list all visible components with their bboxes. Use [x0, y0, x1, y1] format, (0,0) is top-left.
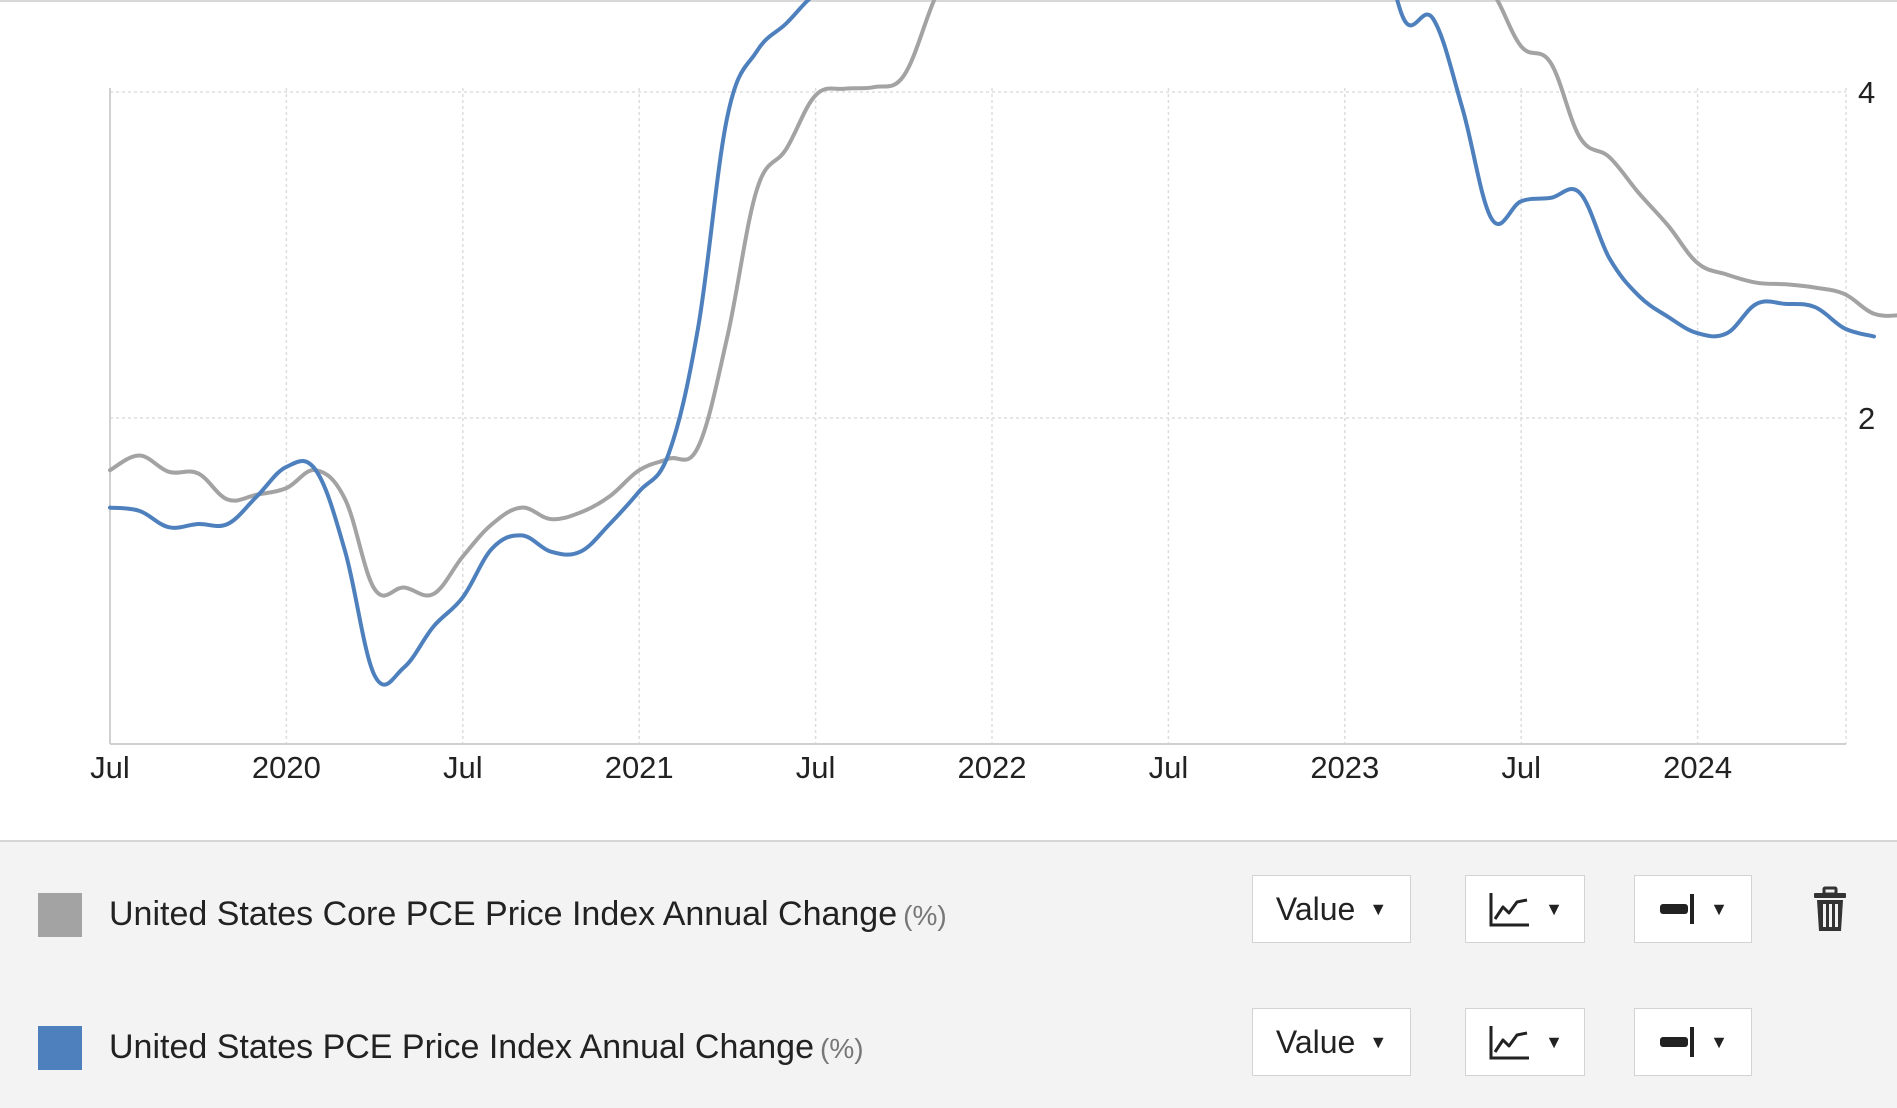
- series-unit: (%): [903, 900, 947, 931]
- series-name-text: United States PCE Price Index Annual Cha…: [109, 1028, 814, 1066]
- series-name: United States PCE Price Index Annual Cha…: [109, 1027, 864, 1069]
- legend-panel: United States Core PCE Price Index Annua…: [0, 840, 1897, 1108]
- x-tick-label: 2020: [252, 750, 321, 785]
- caret-down-icon: ▼: [1710, 1032, 1728, 1052]
- series-line-pce[interactable]: [108, 0, 1876, 687]
- value-select[interactable]: Value ▼: [1252, 875, 1411, 943]
- series-unit: (%): [820, 1033, 864, 1064]
- axis-select[interactable]: ▼: [1634, 1008, 1752, 1076]
- caret-down-icon: ▼: [1545, 1032, 1563, 1052]
- line-chart-icon: [1489, 1026, 1530, 1060]
- y-tick-label: 4: [1858, 75, 1875, 110]
- trash-icon[interactable]: [1812, 885, 1848, 933]
- chart-type-select[interactable]: ▼: [1465, 875, 1585, 943]
- legend-row-pce: United States PCE Price Index Annual Cha…: [0, 975, 1897, 1108]
- x-tick-label: 2023: [1310, 750, 1379, 785]
- x-tick-label: Jul: [1501, 750, 1541, 785]
- value-select-label: Value: [1275, 1024, 1356, 1060]
- legend-row-core-pce: United States Core PCE Price Index Annua…: [0, 842, 1897, 975]
- x-tick-label: Jul: [90, 750, 130, 785]
- x-tick-label: 2021: [605, 750, 674, 785]
- series-color-swatch[interactable]: [38, 893, 82, 937]
- value-select[interactable]: Value ▼: [1252, 1008, 1411, 1076]
- axis-select[interactable]: ▼: [1634, 875, 1752, 943]
- series-name: United States Core PCE Price Index Annua…: [109, 894, 947, 936]
- y-axis-tick-labels: 246: [1858, 75, 1875, 436]
- series-name-text: United States Core PCE Price Index Annua…: [109, 895, 898, 933]
- line-chart-icon: [1489, 893, 1530, 927]
- plot-area-border: [109, 88, 1846, 745]
- series-color-swatch[interactable]: [38, 1026, 82, 1070]
- caret-down-icon: ▼: [1369, 1032, 1388, 1052]
- x-tick-label: Jul: [443, 750, 483, 785]
- x-tick-label: 2022: [958, 750, 1027, 785]
- caret-down-icon: ▼: [1710, 899, 1728, 919]
- grid-lines: [109, 88, 1847, 744]
- right-axis-icon: [1660, 1027, 1695, 1057]
- x-tick-label: Jul: [796, 750, 836, 785]
- x-tick-label: Jul: [1149, 750, 1189, 785]
- series-lines: [108, 0, 1897, 687]
- chart-type-select[interactable]: ▼: [1465, 1008, 1585, 1076]
- top-divider: [0, 0, 1897, 2]
- caret-down-icon: ▼: [1369, 899, 1388, 919]
- x-tick-label: 2024: [1663, 750, 1732, 785]
- series-line-core-pce[interactable]: [108, 0, 1897, 598]
- y-tick-label: 2: [1858, 401, 1875, 436]
- caret-down-icon: ▼: [1545, 899, 1563, 919]
- x-axis-tick-labels: Jul 2020 Jul 2021 Jul 2022 Jul 2023 Jul 2024: [90, 750, 1732, 785]
- right-axis-icon: [1660, 894, 1695, 924]
- value-select-label: Value: [1275, 891, 1356, 927]
